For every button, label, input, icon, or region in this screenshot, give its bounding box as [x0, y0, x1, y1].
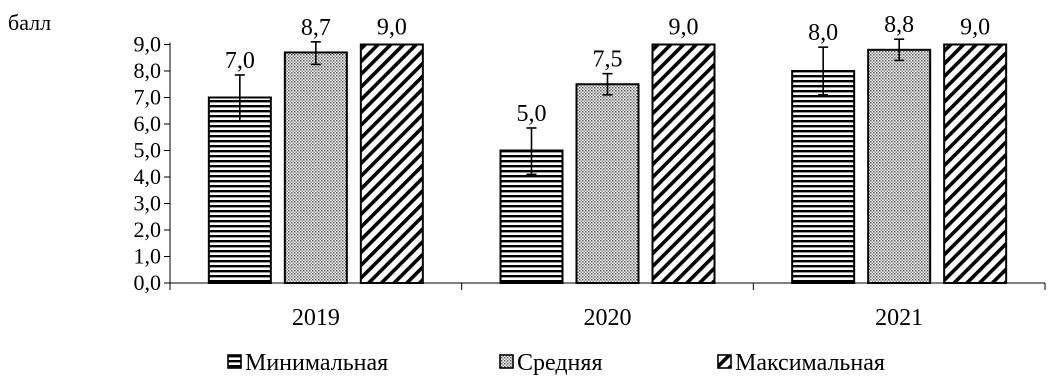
y-tick-label: 8,0	[134, 58, 162, 83]
bar	[867, 48, 932, 284]
x-tick-label: 2019	[292, 305, 340, 331]
data-label: 8,0	[808, 20, 838, 46]
y-axis: 0,01,02,03,04,05,06,07,08,09,0	[134, 32, 171, 295]
legend-label: Средняя	[517, 350, 602, 376]
y-tick-label: 4,0	[134, 164, 162, 189]
bar	[791, 70, 856, 284]
data-label: 8,8	[884, 12, 914, 38]
data-label: 7,5	[593, 47, 623, 73]
bar	[207, 96, 272, 284]
y-axis-label: балл	[8, 10, 51, 35]
y-tick-label: 6,0	[134, 111, 162, 136]
y-tick-label: 9,0	[134, 32, 162, 57]
x-tick-label: 2021	[875, 305, 923, 331]
y-tick-label: 7,0	[134, 85, 162, 110]
x-axis: 2019 2020 2021	[169, 282, 1046, 331]
y-tick-label: 1,0	[134, 244, 162, 269]
y-tick-label: 0,0	[134, 270, 162, 295]
bar	[651, 43, 716, 284]
legend-swatch	[227, 354, 242, 369]
bars-group: 7,0 8,7 9,0 5,0 7,5 9,0 8,0 8,8 9,0	[207, 12, 1008, 285]
x-tick-label: 2020	[584, 305, 632, 331]
bar	[283, 51, 348, 285]
legend: Минимальная Средняя Максимальная	[227, 350, 885, 376]
bar	[943, 43, 1008, 284]
y-tick-label: 5,0	[134, 138, 162, 163]
data-label: 9,0	[669, 15, 699, 41]
data-label: 5,0	[517, 101, 547, 127]
bar	[575, 83, 640, 284]
legend-swatch	[499, 354, 514, 369]
legend-swatch	[717, 354, 732, 369]
y-tick-label: 2,0	[134, 217, 162, 242]
bar	[359, 43, 424, 284]
data-label: 7,0	[225, 48, 255, 74]
data-label: 9,0	[960, 15, 990, 41]
legend-label: Минимальная	[245, 350, 388, 376]
data-label: 9,0	[377, 15, 407, 41]
data-label: 8,7	[301, 15, 331, 41]
legend-label: Максимальная	[735, 350, 885, 376]
y-tick-label: 3,0	[134, 191, 162, 216]
